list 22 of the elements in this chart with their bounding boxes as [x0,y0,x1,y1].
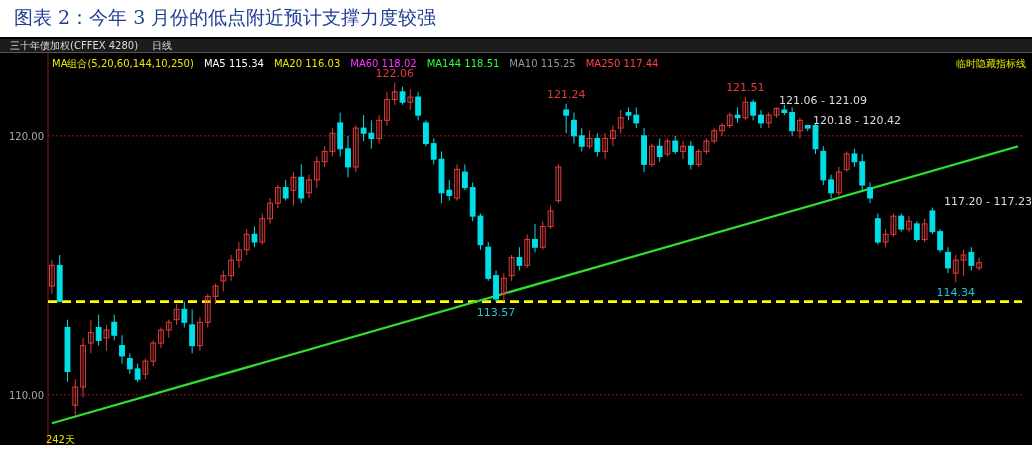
annotation: 121.51 [726,80,765,94]
annotation: MA20 116.03 [273,58,341,69]
annotation: MA组合(5,20,60,144,10,250) [52,58,194,69]
annotation: 120.18 - 120.42 [813,114,901,127]
y-tick-label: 110.00 [9,389,44,401]
text: 三十年债加权(CFFEX 4280) [10,40,139,51]
annotation: 114.34 [936,286,976,300]
annotation: 121.24 [546,87,586,101]
y-tick-label: 120.00 [9,130,44,142]
annotation: 117.20 - 117.23 [944,195,1032,208]
annotation: 242天 [45,434,75,445]
annotation: 122.06 [375,66,414,80]
annotation: 121.06 - 121.09 [779,94,867,107]
text: 日线 [152,40,173,51]
annotation: MA250 117.44 [585,58,659,69]
chart-title: 图表 2：今年 3 月份的低点附近预计支撑力度较强 [14,6,437,28]
annotation: MA144 118.51 [426,58,500,69]
annotation: MA5 115.34 [203,58,264,69]
annotation: MA10 115.25 [509,58,576,69]
annotation: MA60 118.02 [350,58,417,69]
annotation: 113.57 [476,306,516,320]
annotation: 临时隐藏指标线 [956,58,1026,69]
